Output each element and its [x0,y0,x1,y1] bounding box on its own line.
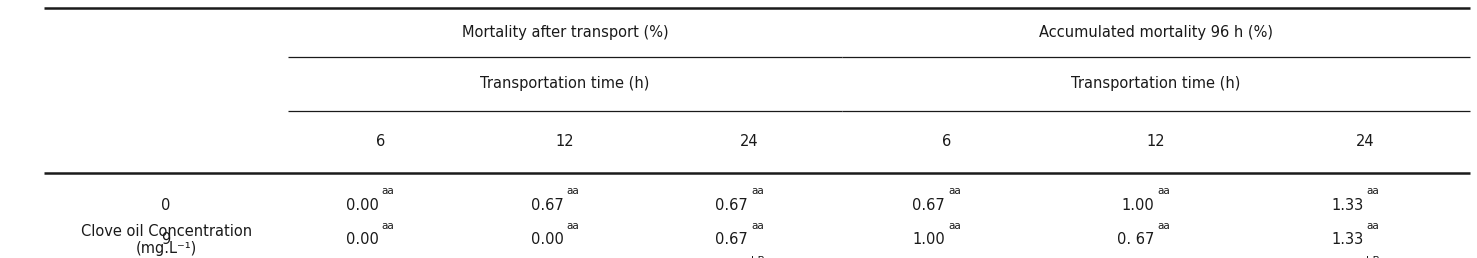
Text: 0. 67: 0. 67 [1117,232,1155,247]
Text: 9: 9 [161,232,171,247]
Text: aa: aa [381,256,394,258]
Text: aa: aa [1366,221,1380,231]
Text: 1.00: 1.00 [1121,198,1155,213]
Text: 24: 24 [740,134,759,149]
Text: aa: aa [381,221,394,231]
Text: Transportation time (h): Transportation time (h) [480,76,650,91]
Text: 12: 12 [1146,134,1165,149]
Text: Accumulated mortality 96 h (%): Accumulated mortality 96 h (%) [1038,25,1273,40]
Text: 24: 24 [1356,134,1374,149]
Text: 1.00: 1.00 [913,232,945,247]
Text: aa: aa [1156,186,1170,196]
Text: 1.33: 1.33 [1331,232,1363,247]
Text: bB: bB [750,256,765,258]
Text: aa: aa [566,221,579,231]
Text: 0.00: 0.00 [346,232,378,247]
Text: aa: aa [1156,256,1170,258]
Text: aa: aa [1366,186,1380,196]
Text: bB: bB [1366,256,1380,258]
Text: 0: 0 [161,198,171,213]
Text: aa: aa [750,186,764,196]
Text: 1.33: 1.33 [1331,198,1363,213]
Text: 6: 6 [942,134,951,149]
Text: 0.67: 0.67 [715,232,747,247]
Text: 0.67: 0.67 [913,198,945,213]
Text: Transportation time (h): Transportation time (h) [1071,76,1241,91]
Text: aa: aa [948,256,960,258]
Text: 0.00: 0.00 [346,198,378,213]
Text: aa: aa [381,186,394,196]
Text: aa: aa [948,186,960,196]
Text: aa: aa [750,221,764,231]
Text: aa: aa [566,256,579,258]
Text: 0.67: 0.67 [530,198,563,213]
Text: aa: aa [1156,221,1170,231]
Text: aa: aa [566,186,579,196]
Text: 0.67: 0.67 [715,198,747,213]
Text: 0.00: 0.00 [530,232,563,247]
Text: 6: 6 [375,134,385,149]
Text: Clove oil Concentration
(mg.L⁻¹): Clove oil Concentration (mg.L⁻¹) [81,224,251,256]
Text: Mortality after transport (%): Mortality after transport (%) [462,25,668,40]
Text: aa: aa [948,221,960,231]
Text: 12: 12 [555,134,575,149]
